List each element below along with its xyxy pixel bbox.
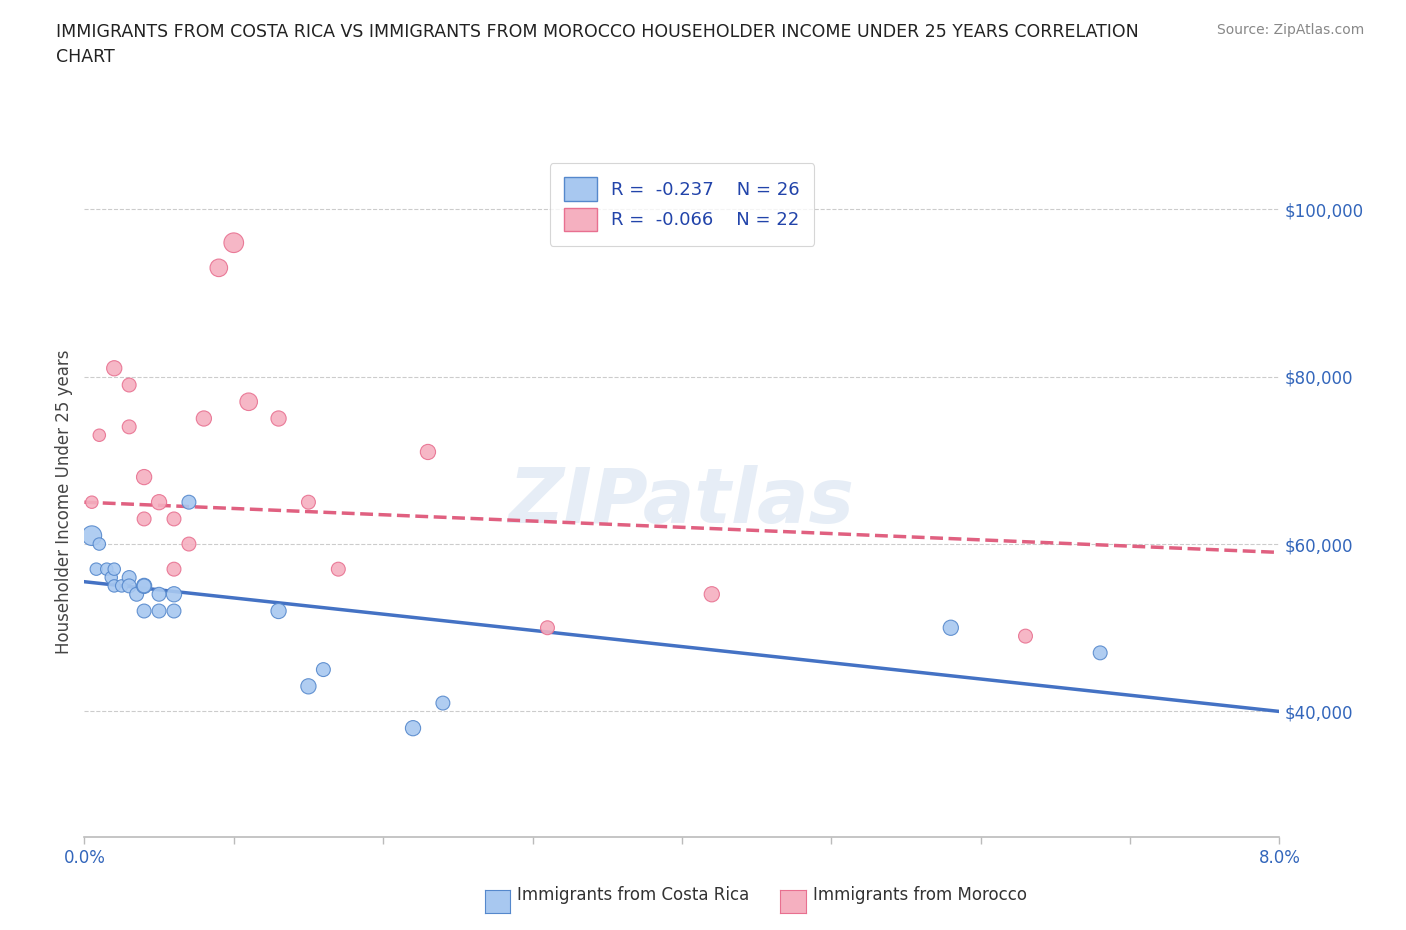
Point [103, 562, 125, 577]
Text: ZIPatlas: ZIPatlas [509, 465, 855, 539]
Point [103, 578, 125, 593]
Point [416, 445, 439, 459]
Point [536, 620, 558, 635]
Point [132, 604, 156, 618]
Point [700, 587, 723, 602]
Point [312, 662, 335, 677]
Point [111, 578, 134, 593]
Point [1014, 629, 1036, 644]
Point [177, 495, 200, 510]
Point [132, 470, 156, 485]
Y-axis label: Householder Income Under 25 years: Householder Income Under 25 years [55, 350, 73, 655]
Point [89, 537, 111, 551]
Text: IMMIGRANTS FROM COSTA RICA VS IMMIGRANTS FROM MOROCCO HOUSEHOLDER INCOME UNDER 2: IMMIGRANTS FROM COSTA RICA VS IMMIGRANTS… [56, 23, 1139, 41]
Point [148, 604, 170, 618]
Point [118, 578, 141, 593]
Point [118, 378, 141, 392]
Point [100, 570, 122, 585]
Point [208, 260, 231, 275]
Point [402, 721, 425, 736]
Point [86, 562, 108, 577]
Point [267, 411, 290, 426]
Point [163, 604, 186, 618]
Point [163, 512, 186, 526]
Point [939, 620, 962, 635]
Point [132, 578, 156, 593]
Point [163, 587, 186, 602]
Point [177, 537, 200, 551]
Point [1088, 645, 1111, 660]
Point [267, 604, 290, 618]
Point [297, 495, 319, 510]
Text: Source: ZipAtlas.com: Source: ZipAtlas.com [1216, 23, 1364, 37]
Point [80, 528, 103, 543]
Text: CHART: CHART [56, 48, 115, 66]
Point [222, 235, 245, 250]
Point [148, 495, 170, 510]
Point [432, 696, 454, 711]
Point [148, 587, 170, 602]
Point [328, 562, 350, 577]
Point [89, 428, 111, 443]
Point [163, 562, 186, 577]
Point [118, 570, 141, 585]
Point [118, 419, 141, 434]
Point [125, 587, 148, 602]
Point [297, 679, 319, 694]
Point [132, 578, 156, 593]
Point [103, 361, 125, 376]
Text: Immigrants from Morocco: Immigrants from Morocco [813, 886, 1026, 904]
Text: Immigrants from Costa Rica: Immigrants from Costa Rica [517, 886, 749, 904]
Point [238, 394, 260, 409]
Point [193, 411, 215, 426]
Point [132, 512, 156, 526]
Point [80, 495, 103, 510]
Point [96, 562, 118, 577]
Legend: R =  -0.237    N = 26, R =  -0.066    N = 22: R = -0.237 N = 26, R = -0.066 N = 22 [550, 163, 814, 246]
